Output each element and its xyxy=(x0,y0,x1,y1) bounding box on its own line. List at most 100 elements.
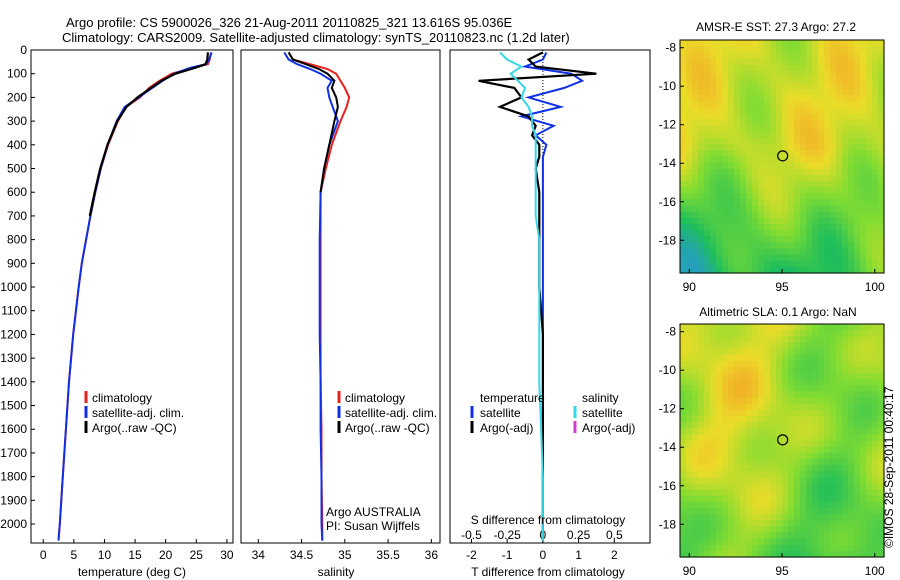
heatmap-cell xyxy=(770,324,777,331)
heatmap-cell xyxy=(716,254,723,262)
heatmap-cell xyxy=(854,465,861,472)
heatmap-cell xyxy=(704,119,711,127)
heatmap-cell xyxy=(866,336,873,343)
heatmap-cell xyxy=(740,150,747,158)
heatmap-cell xyxy=(788,181,795,188)
heatmap-cell xyxy=(716,409,723,417)
heatmap-cell xyxy=(758,489,765,497)
heatmap-cell xyxy=(782,403,789,411)
heatmap-cell xyxy=(794,458,801,466)
heatmap-cell xyxy=(704,150,711,158)
heatmap-cell xyxy=(704,113,711,121)
heatmap-cell xyxy=(734,434,741,442)
heatmap-cell xyxy=(836,550,843,558)
heatmap-cell xyxy=(752,379,759,386)
heatmap-cell xyxy=(794,131,801,139)
heatmap-cell xyxy=(692,422,699,429)
heatmap-cell xyxy=(818,223,825,231)
heatmap-cell xyxy=(800,465,807,472)
heatmap-cell xyxy=(686,538,693,546)
heatmap-cell xyxy=(800,324,807,331)
heatmap-cell xyxy=(776,422,783,429)
heatmap-cell xyxy=(734,217,741,225)
heatmap-cell xyxy=(746,46,753,53)
heatmap-cell xyxy=(764,174,771,182)
heatmap-cell xyxy=(836,428,843,435)
heatmap-cell xyxy=(830,266,837,274)
heatmap-cell xyxy=(698,550,705,558)
heatmap-cell xyxy=(782,138,789,145)
heatmap-cell xyxy=(818,119,825,127)
heatmap-cell xyxy=(878,538,885,546)
heatmap-cell xyxy=(854,348,861,356)
heatmap-cell xyxy=(830,150,837,158)
heatmap-cell xyxy=(734,156,741,164)
heatmap-cell xyxy=(680,379,687,386)
heatmap-cell xyxy=(770,532,777,540)
heatmap-cell xyxy=(698,348,705,356)
heatmap-cell xyxy=(848,342,855,350)
heatmap-cell xyxy=(680,223,687,231)
heatmap-cell xyxy=(782,205,789,213)
heatmap-cell xyxy=(746,150,753,158)
heatmap-cell xyxy=(782,174,789,182)
heatmap-cell xyxy=(728,324,735,331)
heatmap-cell xyxy=(740,217,747,225)
heatmap-cell xyxy=(836,532,843,540)
heatmap-cell xyxy=(758,520,765,527)
heatmap-cell xyxy=(746,138,753,145)
heatmap-cell xyxy=(740,46,747,53)
heatmap-cell xyxy=(836,64,843,72)
heatmap-cell xyxy=(680,385,687,393)
heatmap-cell xyxy=(692,113,699,121)
heatmap-cell xyxy=(680,168,687,176)
heatmap-cell xyxy=(860,193,867,201)
heatmap-cell xyxy=(728,477,735,485)
heatmap-cell xyxy=(746,477,753,485)
heatmap-cell xyxy=(800,113,807,121)
heatmap-cell xyxy=(764,507,771,515)
heatmap-cell xyxy=(872,125,879,133)
heatmap-cell xyxy=(782,181,789,188)
heatmap-cell xyxy=(842,58,849,66)
heatmap-cell xyxy=(812,379,819,386)
heatmap-cell xyxy=(764,230,771,237)
heatmap-cell xyxy=(722,248,729,256)
heatmap-cell xyxy=(728,205,735,213)
heatmap-cell xyxy=(812,360,819,368)
heatmap-cell xyxy=(872,248,879,256)
heatmap-cell xyxy=(800,428,807,435)
heatmap-cell xyxy=(770,70,777,78)
heatmap-cell xyxy=(728,119,735,127)
heatmap-cell xyxy=(824,168,831,176)
heatmap-cell xyxy=(860,260,867,268)
heatmap-cell xyxy=(764,144,771,151)
heatmap-cell xyxy=(836,199,843,207)
heatmap-cell xyxy=(800,440,807,448)
heatmap-cell xyxy=(764,366,771,374)
heatmap-cell xyxy=(848,107,855,115)
heatmap-cell xyxy=(878,58,885,66)
heatmap-cell xyxy=(698,489,705,497)
heatmap-cell xyxy=(728,168,735,176)
heatmap-cell xyxy=(758,324,765,331)
heatmap-cell xyxy=(854,242,861,250)
heatmap-cell xyxy=(764,181,771,188)
map-x-tick-label: 100 xyxy=(865,280,885,294)
heatmap-cell xyxy=(806,385,813,393)
heatmap-cell xyxy=(758,52,765,59)
heatmap-cell xyxy=(728,550,735,558)
heatmap-cell xyxy=(752,138,759,145)
heatmap-cell xyxy=(866,532,873,540)
heatmap-cell xyxy=(818,471,825,478)
heatmap-cell xyxy=(758,403,765,411)
heatmap-cell xyxy=(854,483,861,491)
heatmap-cell xyxy=(800,162,807,170)
heatmap-cell xyxy=(770,434,777,442)
heatmap-cell xyxy=(704,495,711,503)
heatmap-cell xyxy=(746,538,753,546)
heatmap-cell xyxy=(782,52,789,59)
heatmap-cell xyxy=(740,330,747,337)
heatmap-cell xyxy=(872,82,879,90)
heatmap-cell xyxy=(806,156,813,164)
